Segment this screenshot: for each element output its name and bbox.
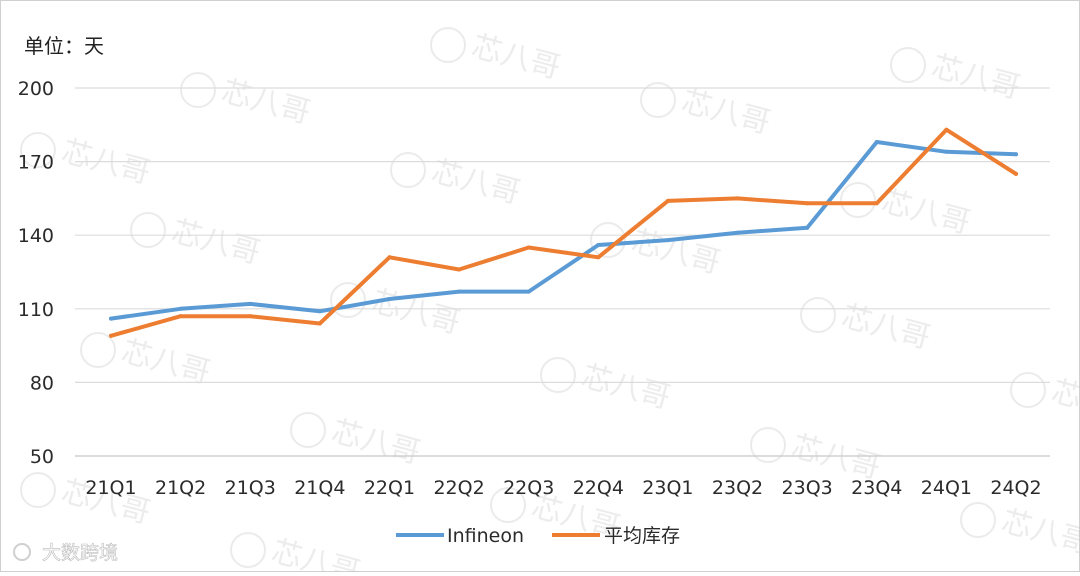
watermark-logo-icon [80, 332, 116, 368]
y-tick-label: 140 [18, 225, 54, 247]
watermark-logo-icon [490, 487, 526, 523]
x-tick-label: 24Q1 [921, 477, 972, 499]
y-tick-label: 200 [18, 78, 54, 100]
footer-watermark: 大数跨境 [13, 542, 118, 564]
x-tick-label: 23Q4 [851, 477, 902, 499]
watermark-logo-icon [20, 132, 56, 168]
x-tick-label: 22Q3 [503, 477, 554, 499]
series-lines [109, 127, 1018, 338]
legend-label-infineon: Infineon [447, 525, 524, 547]
x-tick-label: 21Q4 [294, 477, 345, 499]
series-line-infineon [109, 140, 1018, 321]
data-point-infineon [1014, 152, 1018, 157]
data-point-avg-inventory [665, 198, 670, 203]
watermark-logo-icon [590, 222, 626, 258]
watermark-logo-icon [1010, 372, 1046, 408]
data-point-infineon [805, 225, 810, 230]
watermark-logo-icon [290, 412, 326, 448]
watermark-logo-icon [180, 72, 216, 108]
data-point-avg-inventory [944, 127, 949, 132]
watermark-logo-icon [330, 282, 366, 318]
watermark-logo-icon [750, 427, 786, 463]
data-point-infineon [735, 230, 740, 235]
data-point-avg-inventory [248, 314, 253, 319]
data-point-avg-inventory [109, 333, 113, 338]
watermark-logo-icon [640, 82, 676, 118]
series-line-avg-inventory [109, 127, 1018, 338]
footer-logo-icon [13, 543, 31, 561]
x-tick-label: 23Q2 [712, 477, 763, 499]
data-point-avg-inventory [526, 245, 531, 250]
y-tick-label: 170 [18, 152, 54, 174]
legend: Infineon 平均库存 [396, 525, 680, 547]
x-tick-label: 23Q3 [782, 477, 833, 499]
data-point-avg-inventory [596, 255, 601, 260]
watermark-logo-icon [430, 27, 466, 63]
data-point-infineon [387, 296, 392, 301]
y-tick-label: 50 [30, 446, 54, 468]
data-point-infineon [457, 289, 462, 294]
data-point-avg-inventory [1014, 171, 1018, 176]
data-point-infineon [665, 238, 670, 243]
data-point-avg-inventory [805, 201, 810, 206]
x-tick-label: 23Q1 [642, 477, 693, 499]
data-point-infineon [596, 243, 601, 248]
data-point-infineon [944, 149, 949, 154]
data-point-avg-inventory [735, 196, 740, 201]
watermark-logo-icon [960, 502, 996, 538]
watermark-logo-icon [390, 152, 426, 188]
y-tick-label: 110 [18, 299, 54, 321]
x-axis-ticks: 21Q1 21Q2 21Q3 21Q4 22Q1 22Q2 22Q3 22Q4 23Q1 23Q2… [85, 477, 1041, 499]
data-point-infineon [248, 301, 253, 306]
data-point-avg-inventory [874, 201, 879, 206]
x-tick-label: 22Q1 [364, 477, 415, 499]
data-point-infineon [526, 289, 531, 294]
gridlines [75, 87, 1050, 457]
legend-label-avg-inventory: 平均库存 [604, 525, 680, 547]
watermark-logo-icon [20, 472, 56, 508]
y-tick-label: 80 [30, 372, 54, 394]
data-point-avg-inventory [317, 321, 322, 326]
x-tick-label: 21Q1 [85, 477, 136, 499]
data-point-infineon [874, 139, 879, 144]
unit-label: 单位：天 [24, 34, 104, 58]
data-point-infineon [109, 316, 113, 321]
x-tick-label: 24Q2 [990, 477, 1041, 499]
x-tick-label: 21Q3 [225, 477, 276, 499]
data-point-avg-inventory [387, 255, 392, 260]
y-axis-ticks: 200 170 140 110 80 50 [18, 78, 54, 468]
watermark-logo-icon [130, 212, 166, 248]
footer-watermark-text: 大数跨境 [42, 542, 118, 564]
watermark-logo-icon [800, 297, 836, 333]
data-point-avg-inventory [178, 314, 183, 319]
x-tick-label: 22Q4 [573, 477, 624, 499]
watermark-logo-icon [540, 357, 576, 393]
data-point-infineon [317, 309, 322, 314]
watermark-logo-icon [890, 47, 926, 83]
x-tick-label: 21Q2 [155, 477, 206, 499]
watermark-logo-icon [840, 182, 876, 218]
data-point-avg-inventory [457, 267, 462, 272]
x-tick-label: 22Q2 [433, 477, 484, 499]
watermark-logo-icon [230, 532, 266, 568]
data-point-infineon [178, 306, 183, 311]
